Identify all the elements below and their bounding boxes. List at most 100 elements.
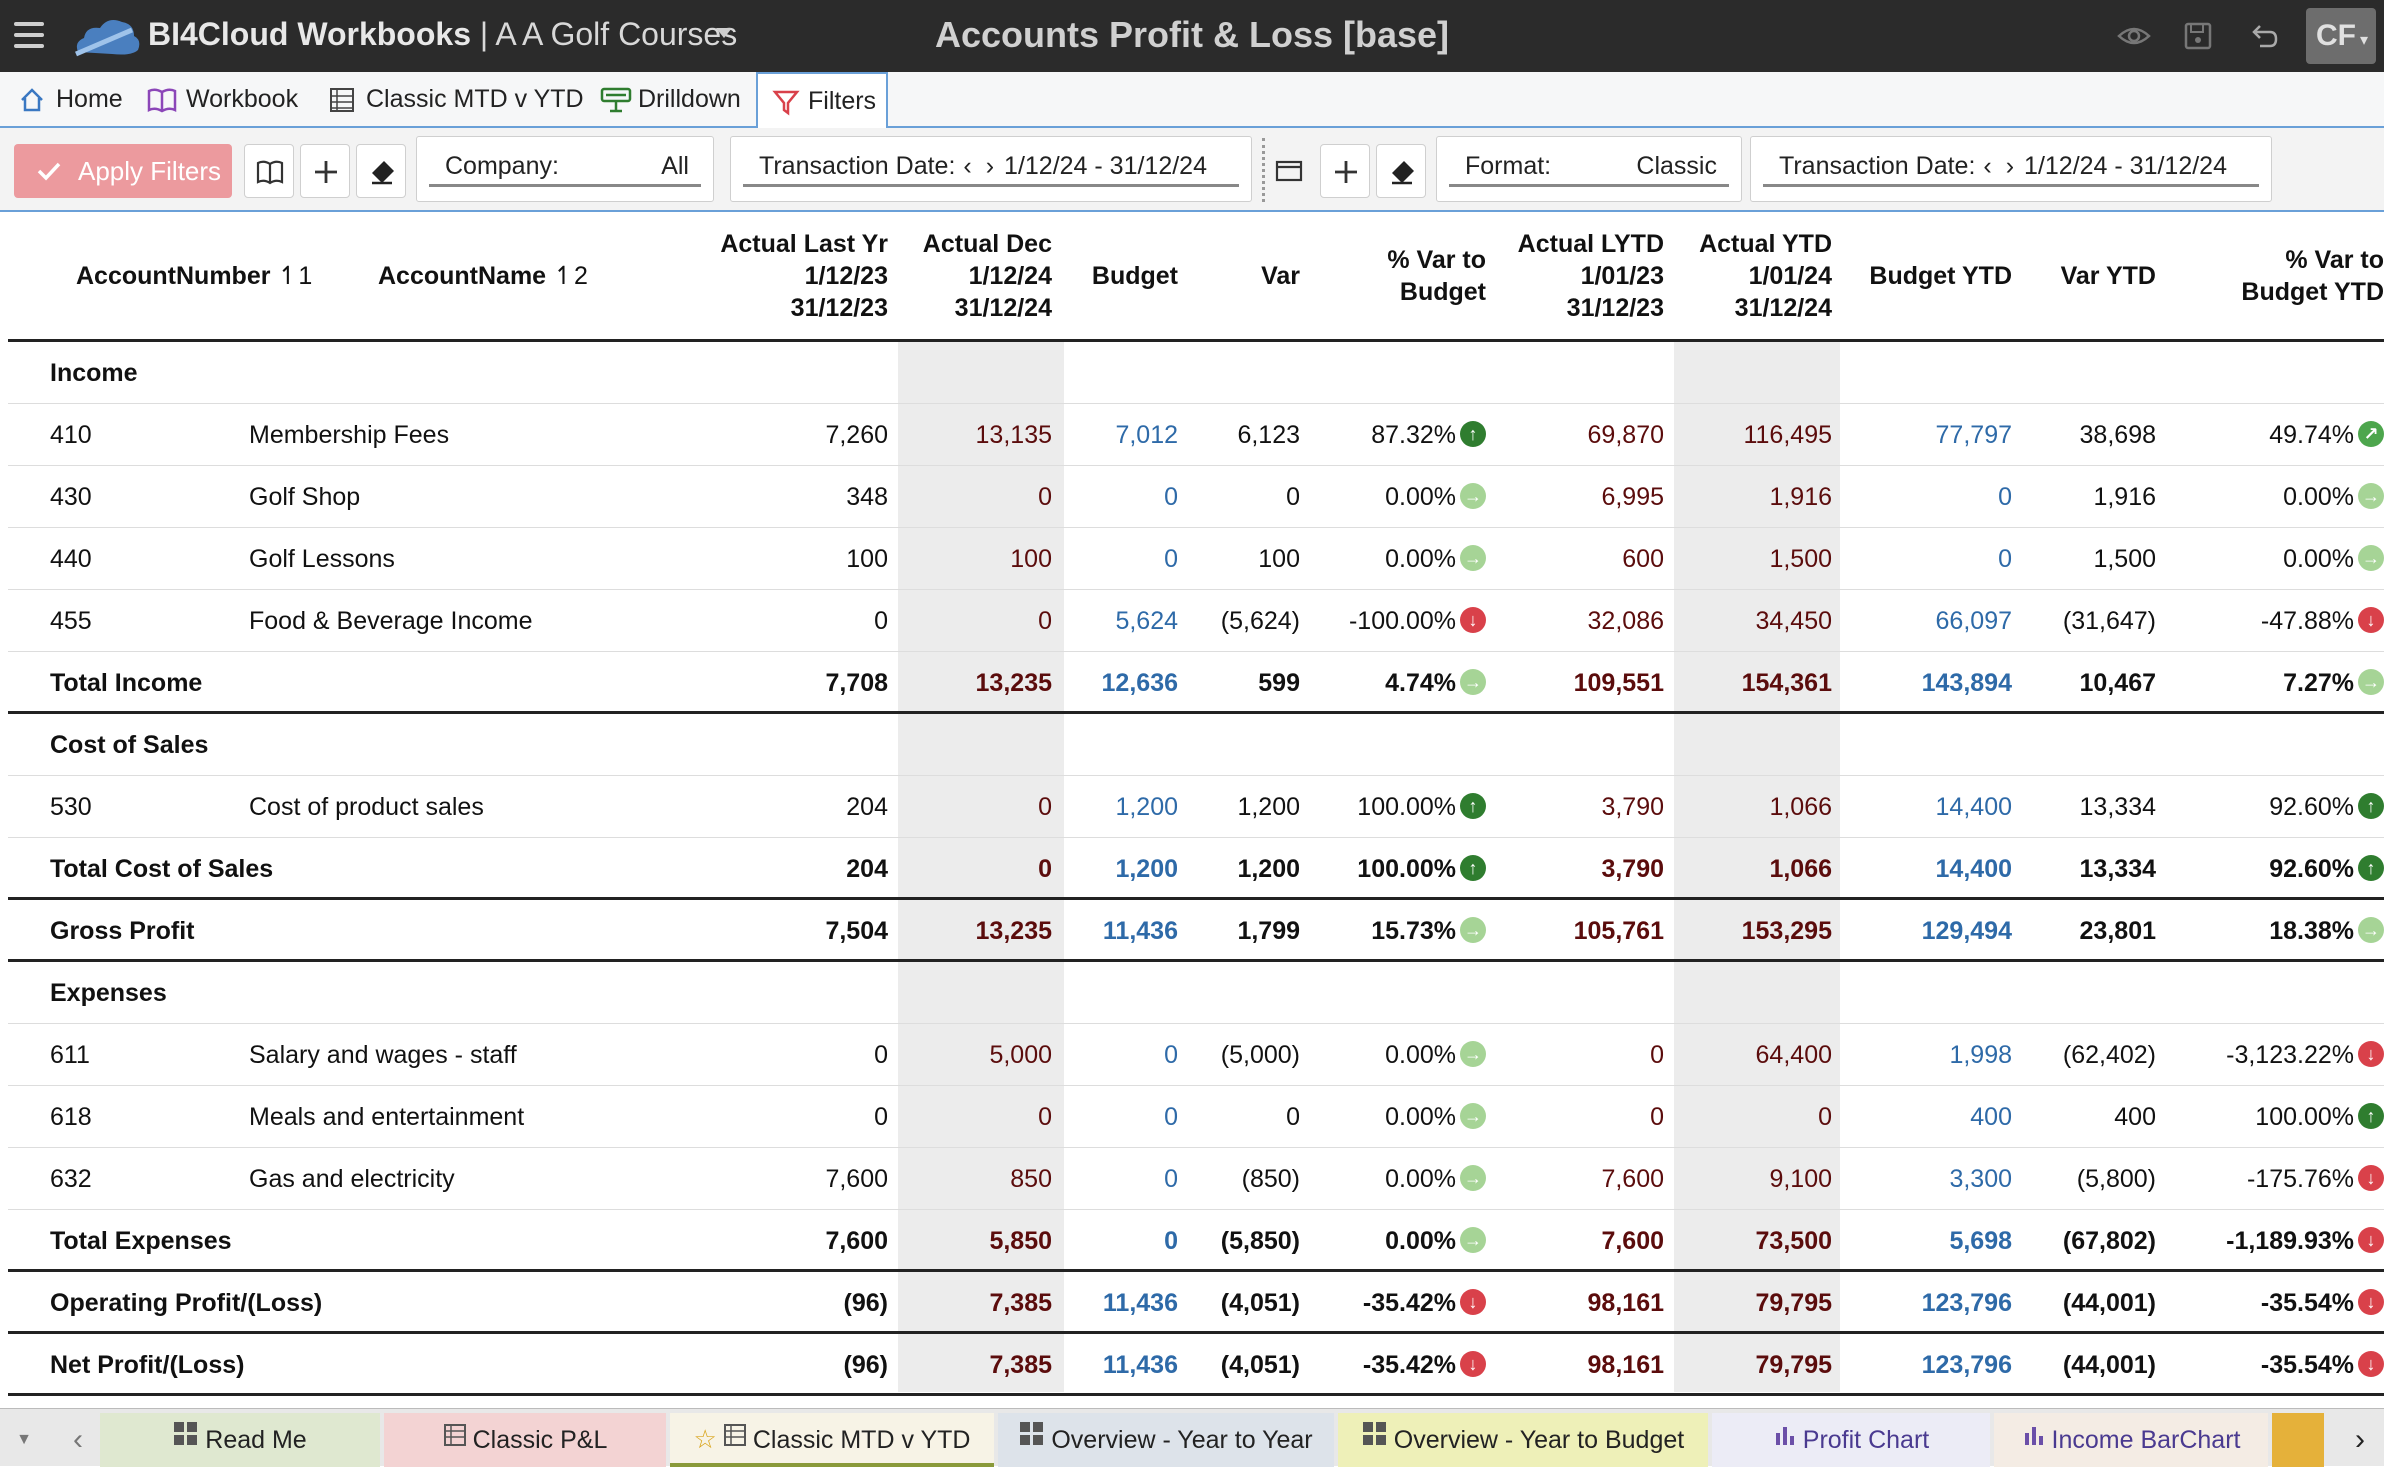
- star-icon[interactable]: ☆: [693, 1424, 717, 1455]
- prev-period-icon[interactable]: ‹: [1983, 152, 1992, 180]
- actual-ytd-cell[interactable]: 154,361: [1742, 652, 1832, 714]
- pct-var-budget-ytd-cell[interactable]: -47.88% ↓: [2261, 590, 2384, 652]
- var-cell[interactable]: (4,051): [1221, 1334, 1300, 1396]
- pct-var-budget-ytd-cell[interactable]: 18.38% →: [2269, 900, 2384, 962]
- add-filter-button[interactable]: [300, 144, 350, 198]
- tab-home[interactable]: Home: [18, 80, 128, 128]
- var-cell[interactable]: (5,850): [1221, 1210, 1300, 1272]
- actual-last-yr-cell[interactable]: 0: [874, 590, 888, 652]
- budget-ytd-cell[interactable]: 77,797: [1936, 404, 2012, 466]
- actual-last-yr-cell[interactable]: (96): [844, 1334, 888, 1396]
- actual-lytd-cell[interactable]: 0: [1650, 1024, 1664, 1086]
- actual-ytd-cell[interactable]: 1,066: [1769, 776, 1832, 838]
- total-row[interactable]: Total Cost of Sales 204 0 1,200 1,200 100.00%…: [8, 838, 2384, 900]
- var-cell[interactable]: 1,200: [1237, 776, 1300, 838]
- header-var-ytd[interactable]: Var YTD: [2060, 262, 2156, 290]
- var-ytd-cell[interactable]: 1,916: [2093, 466, 2156, 528]
- var-ytd-cell[interactable]: (44,001): [2063, 1272, 2156, 1334]
- var-cell[interactable]: 6,123: [1237, 404, 1300, 466]
- actual-lytd-cell[interactable]: 98,161: [1588, 1272, 1664, 1334]
- var-ytd-cell[interactable]: (67,802): [2063, 1210, 2156, 1272]
- pct-var-budget-cell[interactable]: 0.00% →: [1385, 466, 1486, 528]
- pct-var-budget-cell[interactable]: 15.73% →: [1371, 900, 1486, 962]
- actual-last-yr-cell[interactable]: 7,504: [825, 900, 888, 962]
- actual-dec-cell[interactable]: 13,135: [976, 404, 1052, 466]
- table-row[interactable]: 611 Salary and wages - staff 0 5,000 0 (5,000…: [8, 1024, 2384, 1086]
- pct-var-budget-cell[interactable]: 87.32% ↑: [1371, 404, 1486, 466]
- actual-ytd-cell[interactable]: 116,495: [1743, 404, 1832, 466]
- brand[interactable]: BI4Cloud Workbooks | A A Golf Courses: [148, 16, 737, 53]
- var-cell[interactable]: 0: [1286, 1086, 1300, 1148]
- table-row[interactable]: 455 Food & Beverage Income 0 0 5,624 (5,624) -…: [8, 590, 2384, 652]
- var-cell[interactable]: 0: [1286, 466, 1300, 528]
- budget-cell[interactable]: 0: [1164, 1024, 1178, 1086]
- pct-var-budget-ytd-cell[interactable]: -175.76% ↓: [2247, 1148, 2384, 1210]
- actual-lytd-cell[interactable]: 69,870: [1588, 404, 1664, 466]
- var-cell[interactable]: 1,200: [1237, 838, 1300, 900]
- budget-ytd-cell[interactable]: 14,400: [1936, 838, 2012, 900]
- user-avatar[interactable]: CF ▾: [2306, 8, 2376, 64]
- pct-var-budget-ytd-cell[interactable]: 7.27% →: [2283, 652, 2384, 714]
- budget-ytd-cell[interactable]: 14,400: [1936, 776, 2012, 838]
- header-budget-ytd[interactable]: Budget YTD: [1869, 262, 2012, 290]
- var-ytd-cell[interactable]: 10,467: [2080, 652, 2156, 714]
- budget-ytd-cell[interactable]: 66,097: [1936, 590, 2012, 652]
- var-cell[interactable]: 599: [1258, 652, 1300, 714]
- budget-cell[interactable]: 0: [1164, 528, 1178, 590]
- pct-var-budget-ytd-cell[interactable]: 49.74% ↗: [2269, 404, 2384, 466]
- header-actual-dec[interactable]: Actual Dec 1/12/24 31/12/24: [922, 230, 1052, 322]
- var-ytd-cell[interactable]: (62,402): [2063, 1024, 2156, 1086]
- var-cell[interactable]: (5,000): [1221, 1024, 1300, 1086]
- pct-var-budget-cell[interactable]: -35.42% ↓: [1363, 1334, 1486, 1396]
- header-pct-var-budget[interactable]: % Var to Budget: [1387, 246, 1486, 306]
- actual-lytd-cell[interactable]: 98,161: [1588, 1334, 1664, 1396]
- actual-dec-cell[interactable]: 5,850: [989, 1210, 1052, 1272]
- scroll-right-icon[interactable]: ›: [2355, 1423, 2365, 1456]
- var-cell[interactable]: (850): [1242, 1148, 1300, 1210]
- actual-last-yr-cell[interactable]: 204: [846, 776, 888, 838]
- pct-var-budget-ytd-cell[interactable]: 0.00% →: [2283, 466, 2384, 528]
- window-button[interactable]: [1264, 144, 1314, 198]
- budget-ytd-cell[interactable]: 3,300: [1949, 1148, 2012, 1210]
- var-ytd-cell[interactable]: 400: [2114, 1086, 2156, 1148]
- budget-cell[interactable]: 7,012: [1115, 404, 1178, 466]
- sheet-tab-read-me[interactable]: Read Me: [100, 1413, 380, 1467]
- table-row[interactable]: 410 Membership Fees 7,260 13,135 7,012 6,123 8…: [8, 404, 2384, 466]
- pct-var-budget-cell[interactable]: 100.00% ↑: [1357, 838, 1486, 900]
- var-cell[interactable]: 100: [1258, 528, 1300, 590]
- total-row[interactable]: Net Profit/(Loss) (96) 7,385 11,436 (4,051) -…: [8, 1334, 2384, 1396]
- menu-icon[interactable]: [14, 22, 44, 48]
- header-account-number[interactable]: AccountNumber ↿1: [76, 262, 313, 290]
- undo-icon[interactable]: [2246, 18, 2282, 54]
- budget-ytd-cell[interactable]: 0: [1998, 528, 2012, 590]
- actual-lytd-cell[interactable]: 32,086: [1588, 590, 1664, 652]
- budget-cell[interactable]: 12,636: [1102, 652, 1178, 714]
- budget-cell[interactable]: 11,436: [1103, 1272, 1178, 1334]
- budget-ytd-cell[interactable]: 123,796: [1922, 1272, 2012, 1334]
- workbook-dropdown-icon[interactable]: [716, 28, 732, 38]
- total-row[interactable]: Operating Profit/(Loss) (96) 7,385 11,436 (4…: [8, 1272, 2384, 1334]
- var-ytd-cell[interactable]: (44,001): [2063, 1334, 2156, 1396]
- pct-var-budget-cell[interactable]: -35.42% ↓: [1363, 1272, 1486, 1334]
- pct-var-budget-ytd-cell[interactable]: -1,189.93% ↓: [2226, 1210, 2384, 1272]
- group-header-row[interactable]: Cost of Sales: [8, 714, 2384, 776]
- var-ytd-cell[interactable]: (31,647): [2063, 590, 2156, 652]
- actual-lytd-cell[interactable]: 600: [1622, 528, 1664, 590]
- actual-dec-cell[interactable]: 13,235: [976, 900, 1052, 962]
- header-budget[interactable]: Budget: [1091, 262, 1178, 290]
- actual-dec-cell[interactable]: 7,385: [989, 1272, 1052, 1334]
- next-period-icon[interactable]: ›: [2005, 152, 2015, 180]
- actual-dec-cell[interactable]: 0: [1038, 776, 1052, 838]
- var-cell[interactable]: 1,799: [1237, 900, 1300, 962]
- actual-last-yr-cell[interactable]: 7,260: [825, 404, 888, 466]
- sheet-tab-profit-chart[interactable]: Profit Chart: [1712, 1413, 1990, 1467]
- budget-cell[interactable]: 0: [1164, 466, 1178, 528]
- sheet-tab-classic-mtd-v-ytd[interactable]: ☆ Classic MTD v YTD: [670, 1413, 994, 1467]
- table-row[interactable]: 430 Golf Shop 348 0 0 0 0.00% → 6,995 1,916 0 1,916…: [8, 466, 2384, 528]
- actual-lytd-cell[interactable]: 6,995: [1601, 466, 1664, 528]
- total-row[interactable]: Total Expenses 7,600 5,850 0 (5,850) 0.00% → 7,…: [8, 1210, 2384, 1272]
- header-actual-ytd[interactable]: Actual YTD 1/01/24 31/12/24: [1699, 230, 1832, 322]
- actual-lytd-cell[interactable]: 3,790: [1601, 838, 1664, 900]
- total-row[interactable]: Total Income 7,708 13,235 12,636 599 4.74% → 10…: [8, 652, 2384, 714]
- actual-last-yr-cell[interactable]: 7,600: [825, 1148, 888, 1210]
